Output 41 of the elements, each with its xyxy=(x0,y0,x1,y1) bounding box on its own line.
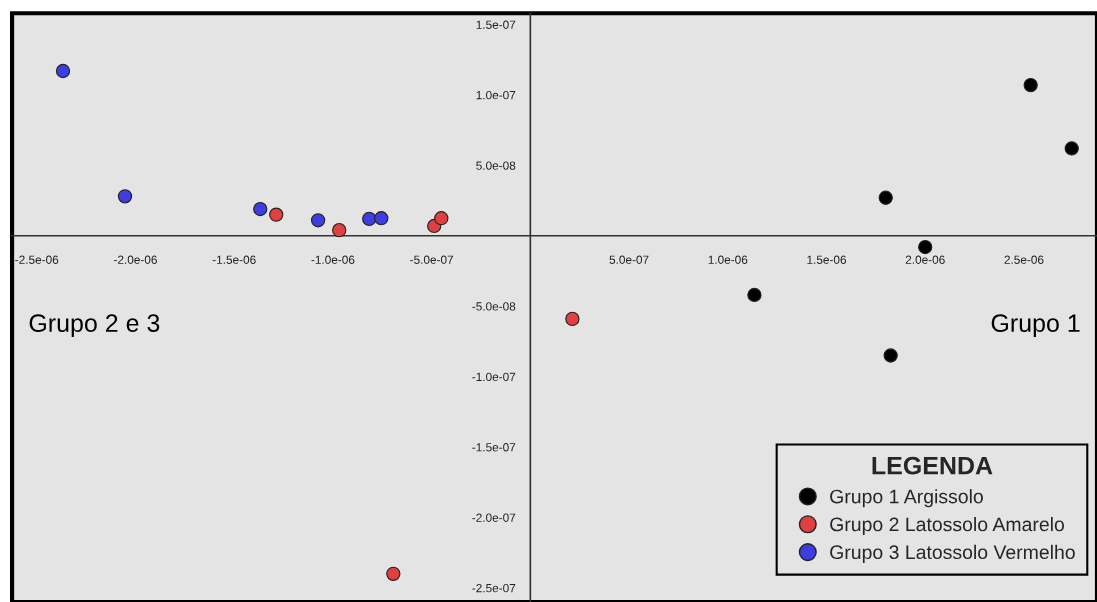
y-tick-label: 1.5e-07 xyxy=(476,20,516,29)
point xyxy=(310,213,326,228)
x-tick-label: 2.0e-06 xyxy=(905,255,945,264)
point xyxy=(253,201,268,217)
point xyxy=(386,566,401,581)
point xyxy=(269,207,284,222)
point xyxy=(747,287,762,303)
y-tick-label: 1.0e-07 xyxy=(476,90,516,100)
y-tick-label: -1.0e-07 xyxy=(472,372,516,382)
annotation: Grupo 2 e 3 xyxy=(29,314,160,337)
y-tick-label: 5.0e-08 xyxy=(476,161,516,170)
point xyxy=(374,211,389,226)
point xyxy=(565,311,580,327)
legend-label: Grupo 2 Latossolo Amarelo xyxy=(830,516,1064,536)
x-tick-label: -1.0e-06 xyxy=(311,255,355,264)
point xyxy=(434,211,449,226)
point xyxy=(918,239,933,255)
x-tick-label: 1.0e-06 xyxy=(708,255,748,264)
point xyxy=(117,189,133,204)
point xyxy=(55,63,71,79)
y-tick-label: -2.0e-07 xyxy=(472,513,516,522)
x-tick-label: 2.5e-06 xyxy=(1004,255,1044,264)
x-tick-label: 1.5e-06 xyxy=(807,255,847,264)
x-tick-label: -1.5e-06 xyxy=(212,255,256,264)
y-tick-label: -2.5e-07 xyxy=(472,583,516,593)
x-tick-label: 5.0e-07 xyxy=(609,255,649,264)
y-tick-label: -5.0e-08 xyxy=(472,302,516,311)
legend-label: Grupo 3 Latossolo Vermelho xyxy=(830,544,1075,563)
x-tick-label: -2.0e-06 xyxy=(114,255,157,264)
point xyxy=(332,223,347,238)
legend-title: LEGENDA xyxy=(872,456,993,475)
y-tick-label: -1.5e-07 xyxy=(472,443,516,452)
point xyxy=(1023,77,1038,93)
point xyxy=(878,190,893,205)
annotation: Grupo 1 xyxy=(991,314,1080,337)
point xyxy=(1064,141,1079,156)
x-tick-label: -5.0e-07 xyxy=(410,255,454,264)
point xyxy=(883,348,898,363)
point xyxy=(362,211,377,227)
legend-label: Grupo 1 Argissolo xyxy=(830,489,983,508)
x-tick-label: -2.5e-06 xyxy=(15,255,59,264)
